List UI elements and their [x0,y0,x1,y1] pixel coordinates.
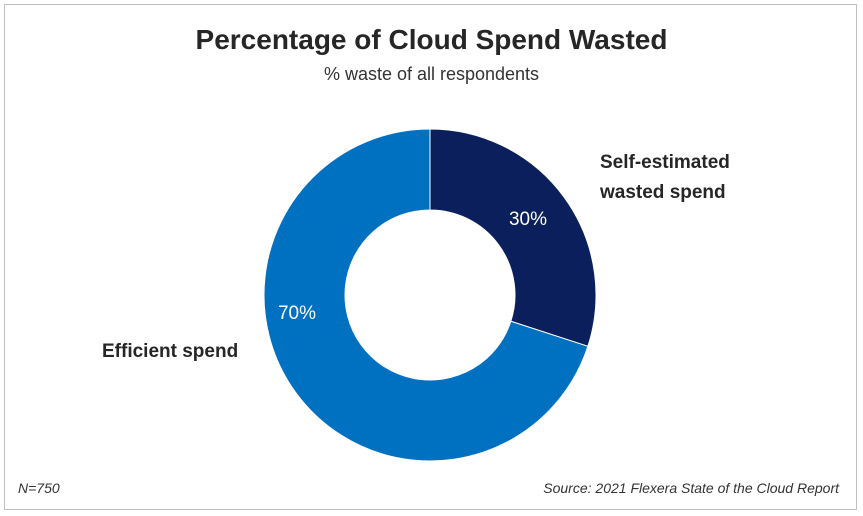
data-label-efficient: 70% [277,303,317,324]
slice-efficient-spend [263,128,589,462]
category-label-wasted: Self-estimated wasted spend [600,148,800,208]
category-label-wasted-line1: Self-estimated [600,152,730,173]
category-label-wasted-line2: wasted spend [600,182,726,203]
chart-title: Percentage of Cloud Spend Wasted [195,24,668,55]
chart-subtitle: % waste of all respondents [323,64,540,84]
category-label-efficient: Efficient spend [102,341,239,362]
sample-size-note: N=750 [18,480,60,496]
source-note: Source: 2021 Flexera State of the Cloud … [543,480,839,496]
data-label-wasted: 30% [508,209,548,230]
slice-wasted-spend [429,128,597,347]
